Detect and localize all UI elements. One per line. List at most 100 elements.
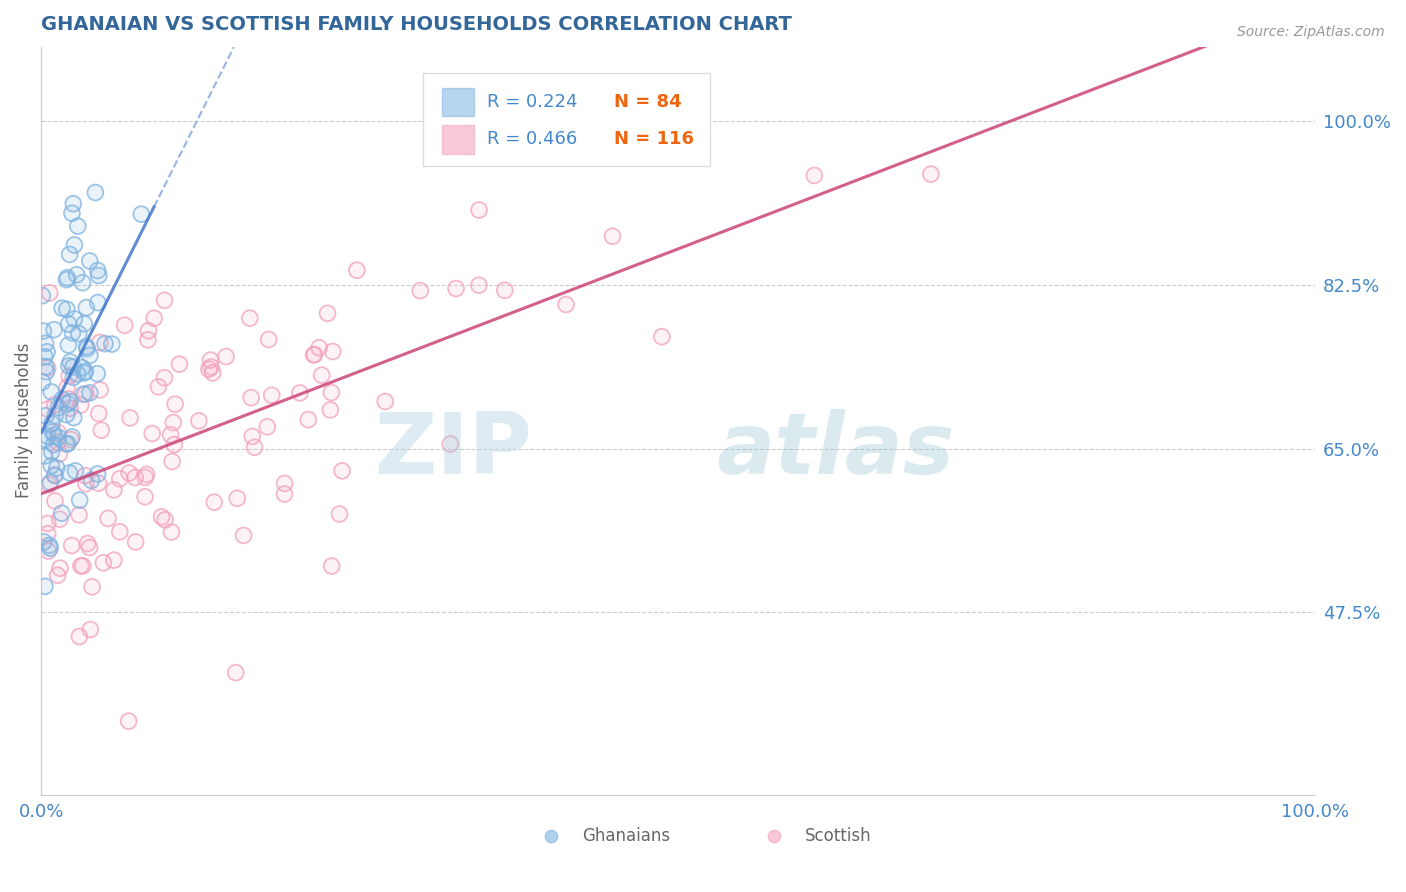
Point [118, 466, 141, 480]
Point [76, 342, 98, 356]
Point [51, 392, 73, 407]
Point [920, 167, 942, 181]
Point [34, 579, 56, 593]
Point [439, 437, 461, 451]
Point [73, 366, 96, 380]
Point [187, 414, 209, 428]
Point [82, 580, 104, 594]
Point [160, 524, 183, 539]
Point [602, 229, 624, 244]
Point [444, 281, 467, 295]
Point [34, 579, 56, 593]
Point [38, 477, 60, 491]
Point [87, 407, 110, 421]
Text: GHANAIAN VS SCOTTISH FAMILY HOUSEHOLDS CORRELATION CHART: GHANAIAN VS SCOTTISH FAMILY HOUSEHOLDS C… [41, 15, 792, 34]
Point [346, 263, 368, 277]
Point [118, 714, 141, 728]
Point [72, 387, 94, 401]
Point [34, 449, 56, 463]
Point [60, 206, 83, 220]
Point [103, 483, 125, 497]
Point [634, 128, 657, 143]
Point [66, 268, 89, 282]
Point [153, 370, 176, 384]
Point [153, 513, 176, 527]
Point [59, 355, 82, 369]
Point [79, 348, 101, 362]
Point [346, 263, 368, 277]
Point [468, 202, 491, 217]
Point [374, 394, 396, 409]
Point [49, 512, 72, 526]
Point [225, 665, 247, 680]
Point [38, 538, 60, 552]
Point [86, 367, 108, 381]
Point [63, 312, 86, 326]
Point [59, 401, 82, 416]
Point [153, 293, 176, 308]
Point [48, 401, 70, 415]
Point [243, 440, 266, 454]
Point [273, 476, 295, 491]
Point [240, 429, 263, 443]
Point [297, 412, 319, 426]
Point [35, 365, 58, 379]
Point [63, 312, 86, 326]
Point [46, 568, 69, 582]
Point [41, 458, 63, 473]
Point [134, 470, 156, 484]
Point [35, 344, 58, 359]
Point [72, 558, 94, 573]
Point [38, 285, 60, 300]
Point [39, 475, 62, 490]
Point [76, 342, 98, 356]
Point [39, 541, 62, 555]
Point [39, 475, 62, 490]
Point [55, 437, 77, 451]
Point [87, 295, 110, 310]
Point [89, 383, 111, 397]
Point [302, 348, 325, 362]
Point [129, 207, 152, 221]
Point [920, 167, 942, 181]
Point [330, 464, 353, 478]
Point [58, 317, 80, 331]
Point [66, 268, 89, 282]
Point [160, 454, 183, 468]
Point [86, 467, 108, 481]
Point [215, 350, 238, 364]
Point [44, 468, 66, 483]
Point [59, 247, 82, 261]
Point [243, 440, 266, 454]
Point [297, 412, 319, 426]
Point [63, 238, 86, 252]
Point [69, 493, 91, 508]
Point [66, 367, 89, 381]
Point [240, 391, 263, 405]
Text: R = 0.224: R = 0.224 [486, 93, 578, 111]
Point [51, 301, 73, 315]
Point [273, 476, 295, 491]
Point [58, 359, 80, 373]
Point [69, 558, 91, 573]
Point [60, 539, 83, 553]
Point [108, 472, 131, 486]
Point [42, 437, 65, 451]
Point [44, 467, 66, 482]
Point [56, 302, 79, 317]
Point [62, 370, 84, 384]
Point [67, 326, 90, 341]
Point [153, 370, 176, 384]
Point [316, 306, 339, 320]
Point [114, 318, 136, 333]
Point [120, 411, 142, 425]
Point [169, 357, 191, 371]
Point [62, 196, 84, 211]
Point [59, 394, 82, 409]
Point [165, 397, 187, 411]
Point [62, 370, 84, 384]
Point [308, 341, 330, 355]
Point [304, 348, 326, 362]
Point [56, 381, 79, 395]
Point [200, 353, 222, 368]
